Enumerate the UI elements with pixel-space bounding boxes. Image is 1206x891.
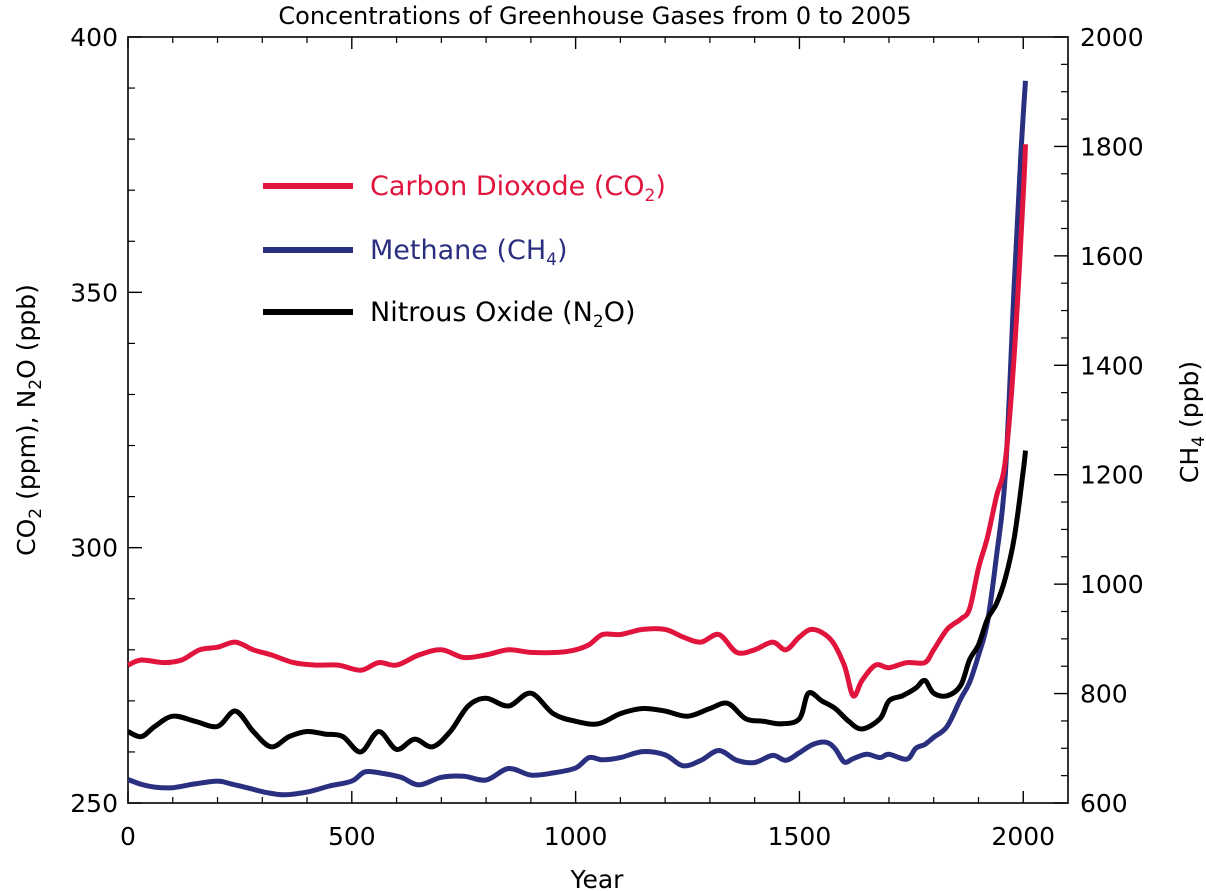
series-layer [126,80,1028,798]
y-right-tick-label: 1000 [1080,570,1144,599]
x-tick-label: 500 [328,822,376,851]
legend-label-n2o: Nitrous Oxide (N2O) [370,297,636,332]
chart-title: Concentrations of Greenhouse Gases from … [278,2,911,30]
series-line-co2 [126,144,1028,699]
y-left-axis-ticks: 250 300 350 400 [70,23,142,818]
x-tick-label: 2000 [991,822,1055,851]
x-tick-label: 1000 [544,822,608,851]
y-right-tick-label: 1600 [1080,242,1144,271]
y-left-axis-label: CO2 (ppm), N2O (ppb) [12,284,46,556]
x-axis-label: Year [570,865,625,891]
y-left-tick-label: 250 [70,789,118,818]
y-left-tick-label: 300 [70,534,118,563]
series-line-n2o [126,450,1028,755]
y-right-tick-label: 800 [1080,680,1128,709]
plot-frame [127,36,1069,804]
y-right-axis-label: CH4 (ppb) [1175,361,1206,483]
y-right-tick-label: 2000 [1080,23,1144,52]
legend-label-ch4: Methane (CH4) [370,235,568,270]
y-right-tick-label: 1400 [1080,351,1144,380]
y-right-tick-label: 1800 [1080,132,1144,161]
y-right-tick-label: 600 [1080,789,1128,818]
y-right-tick-label: 1200 [1080,461,1144,490]
y-right-axis-ticks: 600 800 1000 1200 1400 1600 1800 2000 [1054,23,1144,818]
y-left-tick-label: 400 [70,23,118,52]
y-left-tick-label: 350 [70,278,118,307]
plot-area [126,36,1069,804]
x-tick-label: 1500 [768,822,832,851]
legend-label-co2: Carbon Dioxode (CO2) [370,171,666,206]
series-line-ch4 [127,80,1028,798]
x-tick-label: 0 [120,822,136,851]
legend: Carbon Dioxode (CO2) Methane (CH4) Nitrous… [263,171,666,332]
x-axis-ticks: 0 500 1000 1500 2000 [120,37,1055,851]
